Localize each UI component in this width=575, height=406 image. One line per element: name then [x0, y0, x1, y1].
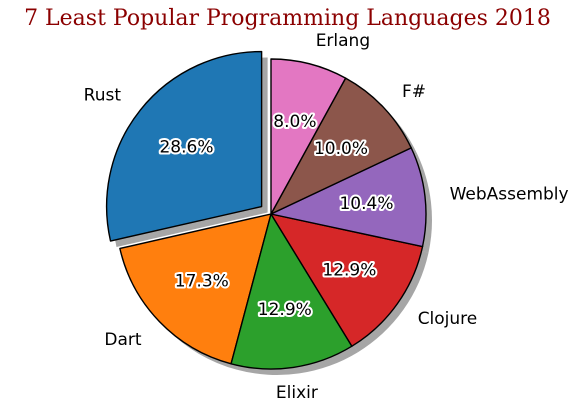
slice-dart: [119, 213, 272, 365]
slice-elixir: [230, 213, 353, 370]
value-label-rust: 28.6%: [159, 138, 213, 158]
category-label-webassembly: WebAssembly: [450, 184, 569, 204]
value-label-f-sharp: 10.0%: [314, 139, 368, 159]
category-label-rust: Rust: [84, 85, 122, 105]
value-label-elixir: 12.9%: [258, 300, 312, 320]
value-label-clojure: 12.9%: [322, 261, 376, 281]
category-label-dart: Dart: [104, 330, 141, 350]
value-label-erlang: 8.0%: [273, 112, 316, 132]
slice-clojure: [270, 213, 424, 347]
category-label-clojure: Clojure: [418, 309, 478, 329]
category-label-f-sharp: F#: [402, 82, 426, 102]
slice-f-sharp: [270, 77, 412, 215]
slice-erlang: [270, 58, 347, 215]
category-label-elixir: Elixir: [276, 383, 318, 403]
slice-webassembly: [270, 147, 427, 248]
category-label-erlang: Erlang: [316, 31, 370, 51]
chart-title: 7 Least Popular Programming Languages 20…: [24, 6, 551, 31]
slice-rust: [105, 50, 263, 242]
value-label-dart: 17.3%: [175, 272, 229, 292]
value-label-webassembly: 10.4%: [339, 194, 393, 214]
